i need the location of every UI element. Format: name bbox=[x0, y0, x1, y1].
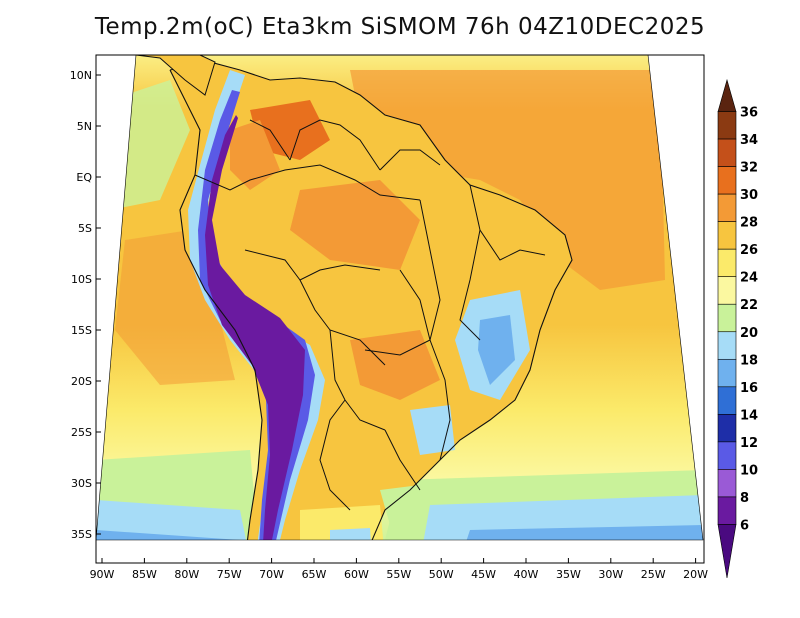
hot-patch-center bbox=[350, 330, 440, 400]
lon-label: 75W bbox=[217, 568, 242, 581]
longitude-axis: 90W 85W 80W 75W 70W 65W 60W 55W 50W 45W 40W 35W 30W 2… bbox=[90, 558, 708, 581]
colorbar-segment bbox=[717, 469, 737, 498]
hot-patch-west bbox=[230, 120, 280, 190]
lat-label: 5S bbox=[78, 222, 92, 235]
colorbar-segment bbox=[717, 111, 737, 140]
lon-label: 20W bbox=[683, 568, 708, 581]
lon-label: 45W bbox=[471, 568, 496, 581]
colorbar-segment bbox=[717, 496, 737, 525]
colorbar-segment bbox=[717, 303, 737, 333]
andes-peaks bbox=[205, 115, 305, 540]
colorbar-label: 12 bbox=[740, 436, 758, 451]
lon-label: 85W bbox=[132, 568, 157, 581]
coldest-south-west bbox=[96, 530, 240, 540]
colorbar-segment bbox=[717, 524, 737, 579]
warm-ocean-west bbox=[115, 230, 235, 385]
colorbar-label: 18 bbox=[740, 353, 758, 368]
lon-label: 70W bbox=[259, 568, 284, 581]
colorbar-segment bbox=[717, 276, 737, 305]
colorbar-segment bbox=[717, 386, 737, 415]
colorbar-segment bbox=[717, 414, 737, 443]
colorbar-segment bbox=[717, 331, 737, 360]
cooler-highlands-east bbox=[478, 315, 515, 385]
lat-label: 5N bbox=[77, 120, 92, 133]
colorbar-label: 8 bbox=[740, 491, 749, 506]
colorbar-label: 20 bbox=[740, 326, 758, 341]
colorbar-label: 22 bbox=[740, 298, 758, 313]
colorbar-segment bbox=[717, 138, 737, 167]
lon-label: 65W bbox=[302, 568, 327, 581]
lat-label: 15S bbox=[71, 324, 92, 337]
lon-label: 90W bbox=[90, 568, 115, 581]
country-borders bbox=[194, 119, 546, 511]
cool-uruguay bbox=[380, 485, 425, 525]
colorbar-segment bbox=[717, 221, 737, 250]
colorbar-label: 28 bbox=[740, 216, 758, 231]
patagonia-cool bbox=[330, 528, 372, 540]
colorbar-label: 24 bbox=[740, 271, 758, 286]
cooler-south-west bbox=[96, 500, 250, 540]
hot-patch-amazon bbox=[290, 180, 420, 270]
colorbar-label: 26 bbox=[740, 243, 758, 258]
central-america bbox=[135, 55, 216, 96]
lon-label: 80W bbox=[174, 568, 199, 581]
colorbar-label: 32 bbox=[740, 161, 758, 176]
cooler-south-east bbox=[420, 495, 703, 540]
map-frame bbox=[95, 54, 705, 564]
colorbar-label: 10 bbox=[740, 463, 758, 478]
lat-label: 10N bbox=[70, 69, 92, 82]
coldest-south-east bbox=[460, 525, 703, 540]
colorbar-segment bbox=[717, 441, 737, 470]
lat-label: 30S bbox=[71, 477, 92, 490]
lat-label: 25S bbox=[71, 426, 92, 439]
pacific-coastline bbox=[169, 69, 263, 540]
cool-south-brazil bbox=[410, 405, 455, 455]
lat-label: 35S bbox=[71, 528, 92, 541]
lon-label: 35W bbox=[556, 568, 581, 581]
colorbar-segment bbox=[717, 248, 737, 278]
colorbar-label: 16 bbox=[740, 381, 758, 396]
colorbar-label: 36 bbox=[740, 106, 758, 121]
lon-label: 25W bbox=[641, 568, 666, 581]
colorbar: 36 34 32 30 28 26 24 22 20 18 16 14 12 10 8 6 bbox=[717, 78, 758, 579]
latitude-axis: 10N 5N EQ 5S 10S 15S 20S 25S 30S 35S bbox=[70, 69, 101, 541]
lon-label: 50W bbox=[429, 568, 454, 581]
colorbar-label: 14 bbox=[740, 408, 758, 423]
map-title: Temp.2m(oC) Eta3km SiSMOM 76h 04Z10DEC20… bbox=[94, 14, 706, 40]
lat-label: 20S bbox=[71, 375, 92, 388]
lon-label: 55W bbox=[386, 568, 411, 581]
colorbar-label: 34 bbox=[740, 133, 758, 148]
colorbar-segment bbox=[717, 166, 737, 195]
lon-label: 60W bbox=[344, 568, 369, 581]
colorbar-label: 30 bbox=[740, 188, 758, 203]
map-field bbox=[96, 55, 703, 540]
coastline bbox=[169, 61, 573, 540]
colorbar-segment bbox=[717, 358, 737, 388]
lon-label: 30W bbox=[598, 568, 623, 581]
lat-label: EQ bbox=[76, 171, 92, 184]
lat-label: 10S bbox=[71, 273, 92, 286]
lon-label: 40W bbox=[514, 568, 539, 581]
colorbar-label: 6 bbox=[740, 518, 749, 533]
colorbar-segment bbox=[717, 193, 737, 222]
warm-ocean-zone bbox=[350, 70, 665, 290]
colorbar-segment bbox=[717, 78, 737, 112]
